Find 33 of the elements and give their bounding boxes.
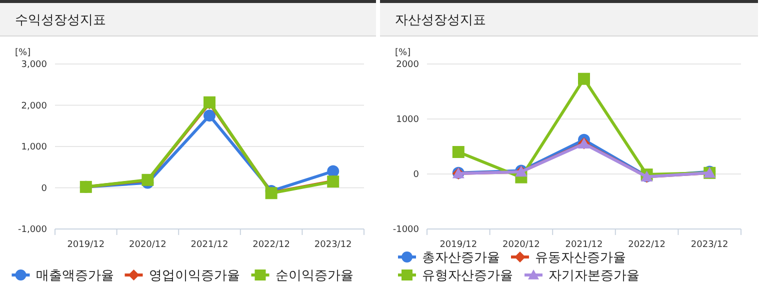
y-tick-label: 3,000: [21, 60, 48, 70]
y-tick-label: 2,000: [21, 101, 48, 112]
y-tick-label: 2000: [396, 60, 420, 70]
y-tick-label: 1000: [396, 115, 420, 126]
x-tick-label: 2019/12: [67, 240, 105, 250]
x-tick-label: 2020/12: [502, 240, 540, 250]
point: [578, 72, 590, 85]
x-tick-label: 2022/12: [252, 240, 290, 250]
x-tick-label: 2023/12: [690, 240, 728, 250]
y-tick-label: 1,000: [21, 142, 48, 153]
legend-label: 매출액증가율: [36, 268, 114, 284]
point: [452, 146, 464, 158]
y-tick-label: 0: [413, 170, 420, 180]
legend-label: 순이익증가율: [275, 268, 354, 284]
y-tick-label: -1000: [392, 225, 420, 236]
legend-label: 유형자산증가율: [422, 268, 513, 284]
point: [204, 110, 216, 122]
y-tick-label: 0: [41, 184, 48, 194]
y-axis-title: [%]: [15, 48, 31, 58]
x-tick-label: 2019/12: [440, 240, 478, 250]
x-tick-label: 2021/12: [565, 240, 603, 250]
y-axis-title: [%]: [395, 48, 411, 58]
chart-title: 수익성장성지표: [15, 13, 106, 28]
x-tick-label: 2023/12: [314, 240, 352, 250]
x-tick-label: 2021/12: [190, 240, 228, 250]
x-tick-label: 2020/12: [129, 240, 166, 250]
legend-label: 자기자본증가율: [548, 268, 640, 284]
legend-label: 유동자산증가율: [535, 250, 626, 266]
y-tick-label: -1,000: [18, 225, 48, 236]
legend-label: 총자산증가율: [422, 250, 500, 266]
chart-title: 자산성장성지표: [395, 13, 486, 28]
legend-label: 영업이익증가율: [148, 268, 240, 284]
x-tick-label: 2022/12: [628, 240, 666, 250]
